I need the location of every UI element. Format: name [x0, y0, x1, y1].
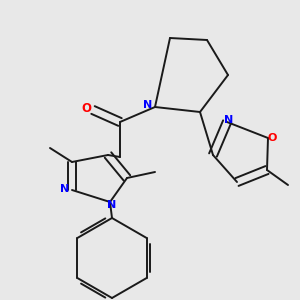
- Text: N: N: [224, 115, 233, 124]
- Text: N: N: [107, 200, 116, 210]
- Text: O: O: [81, 102, 92, 115]
- Text: O: O: [267, 133, 277, 143]
- Text: N: N: [143, 100, 152, 110]
- Text: N: N: [60, 184, 69, 194]
